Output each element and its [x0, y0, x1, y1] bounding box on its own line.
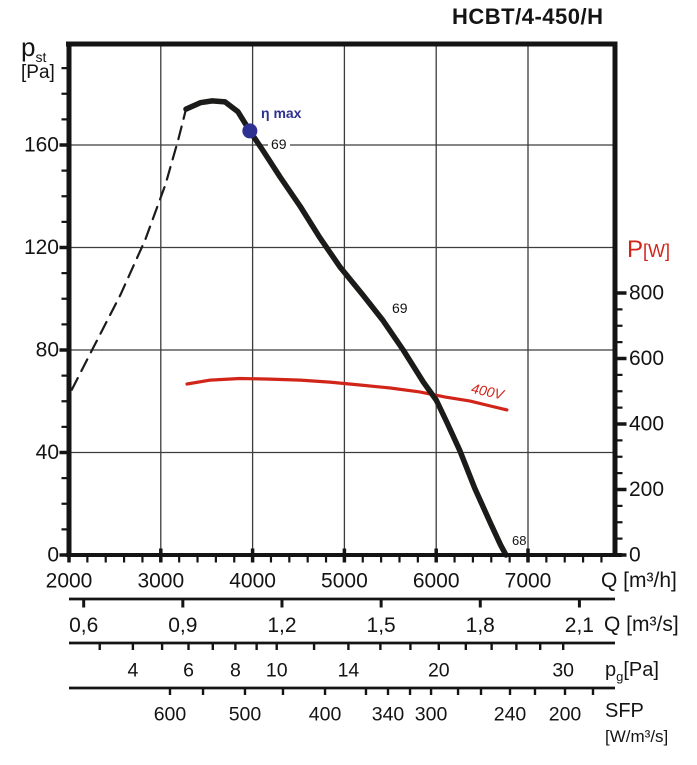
right-axis-tick-label: 800 — [629, 282, 664, 305]
sfp-tick-label: 240 — [494, 704, 527, 726]
q-m3s-tick-label: 2,1 — [565, 614, 594, 637]
pg-axis-unit: pg[Pa] — [605, 659, 659, 683]
right-axis-tick-label: 0 — [629, 544, 641, 567]
pg-tick-label: 6 — [183, 660, 194, 682]
sfp-tick-label: 200 — [549, 704, 582, 726]
series-fan_pressure_curve — [183, 98, 509, 558]
x-axis-unit-m3h: Q [m³/h] — [601, 569, 677, 592]
sfp-tick-label: 300 — [415, 704, 448, 726]
x-axis-tick-label: 7000 — [505, 570, 552, 593]
right-axis-tick-label: 400 — [629, 413, 664, 436]
pg-tick-label: 20 — [428, 660, 450, 682]
left-axis-unit: [Pa] — [21, 62, 55, 83]
series-stall_line — [70, 107, 188, 391]
pg-tick-label: 10 — [266, 660, 288, 682]
pg-tick-label: 14 — [338, 660, 360, 682]
q-m3s-tick-label: 1,2 — [267, 614, 296, 637]
left-axis-tick-label: 80 — [36, 339, 59, 362]
q-m3s-tick-label: 1,5 — [367, 614, 396, 637]
series-power_curve_400V — [185, 376, 509, 412]
x-axis-tick-label: 6000 — [413, 570, 460, 593]
pst-subscript: st — [35, 49, 47, 66]
power-symbol: P — [627, 236, 644, 263]
q-m3s-tick-label: 1,8 — [466, 614, 495, 637]
pst-symbol: p — [21, 32, 36, 62]
pg-unit: [Pa] — [623, 659, 659, 681]
sfp-tick-label: 600 — [154, 704, 187, 726]
sfp-tick-label: 500 — [229, 704, 262, 726]
eta-max-marker — [242, 123, 258, 139]
chart-title: HCBT/4-450/H — [452, 4, 604, 29]
left-axis-tick-label: 120 — [24, 236, 59, 259]
pg-tick-label: 30 — [552, 660, 574, 682]
x-axis-tick-label: 3000 — [137, 570, 184, 593]
pg-subscript: g — [616, 669, 624, 684]
power-unit: [W] — [643, 241, 671, 261]
sfp-tick-label: 340 — [372, 704, 405, 726]
q-m3s-tick-label: 0,9 — [168, 614, 197, 637]
x-axis-unit-m3s: Q [m³/s] — [604, 613, 679, 636]
efficiency-label-69-top: 69 — [268, 137, 290, 151]
right-axis-title: P[W] — [627, 238, 670, 262]
right-axis-tick-label: 600 — [629, 347, 664, 370]
pg-tick-label: 8 — [230, 660, 241, 682]
pg-symbol: p — [605, 659, 617, 681]
left-axis-tick-label: 160 — [24, 134, 59, 157]
q-m3s-tick-label: 0,6 — [69, 614, 98, 637]
eta-max-label: η max — [261, 105, 302, 121]
efficiency-label-69-mid: 69 — [390, 300, 410, 316]
pg-tick-label: 4 — [127, 660, 138, 682]
left-axis-tick-label: 0 — [47, 544, 59, 567]
sfp-tick-label: 400 — [309, 704, 342, 726]
left-axis-tick-label: 40 — [36, 441, 59, 464]
x-axis-tick-label: 5000 — [321, 570, 368, 593]
x-axis-tick-label: 2000 — [46, 570, 93, 593]
x-axis-tick-label: 4000 — [229, 570, 276, 593]
sfp-axis-unit-denominator: [W/m³/s] — [605, 727, 669, 746]
right-axis-tick-label: 200 — [629, 478, 664, 501]
left-axis-title: pst — [21, 32, 46, 64]
efficiency-label-68: 68 — [511, 533, 528, 548]
sfp-axis-unit: SFP — [605, 700, 644, 722]
